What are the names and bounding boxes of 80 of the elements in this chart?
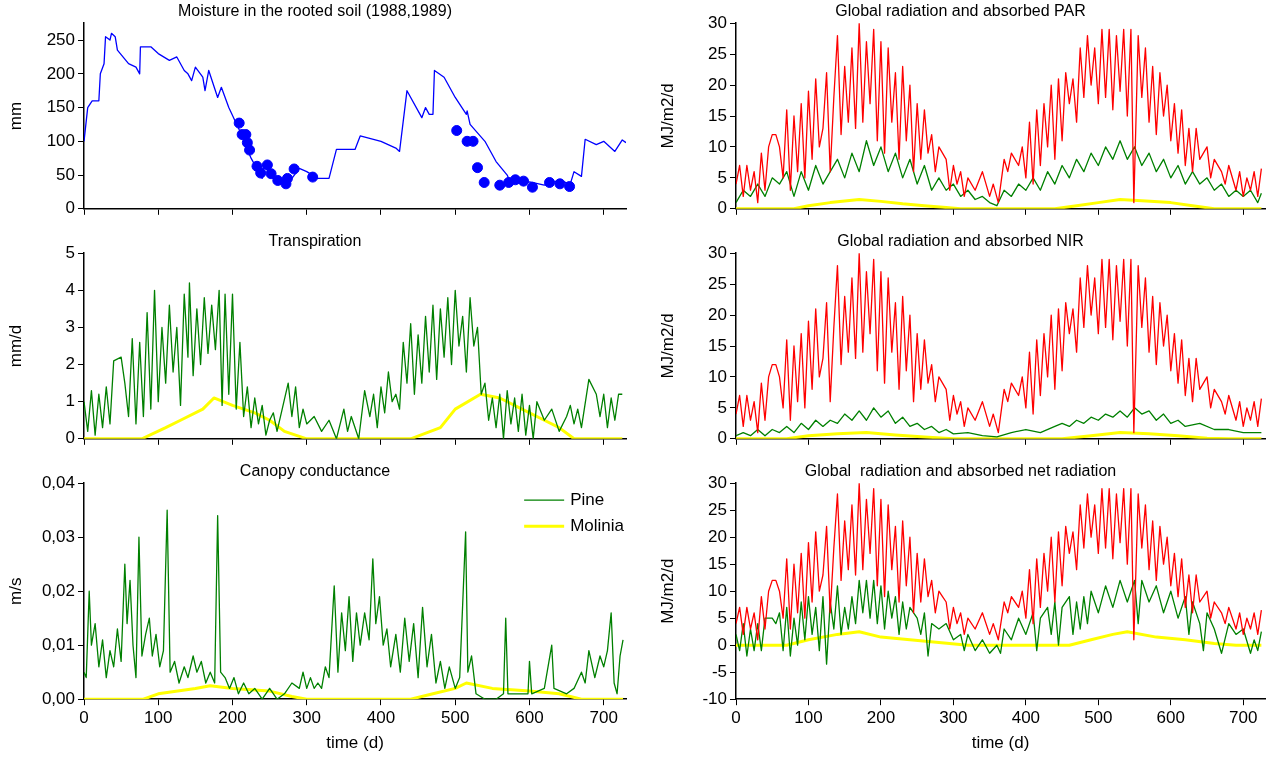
legend-label: Pine — [570, 489, 605, 509]
point — [526, 181, 538, 193]
y-tick-label: 0,03 — [41, 526, 75, 546]
x-tick-label: 700 — [1229, 708, 1258, 728]
y-axis-title: mm — [5, 101, 25, 131]
y-tick-label: 15 — [708, 105, 727, 125]
y-axis-title: MJ/m2/d — [657, 558, 677, 624]
x-tick-label: 700 — [589, 708, 618, 728]
point — [472, 162, 484, 174]
chart-title: Transpiration — [268, 232, 362, 250]
y-tick-label: 20 — [708, 74, 727, 94]
y-tick-label: 0,01 — [41, 634, 75, 654]
x-tick-label: 0 — [731, 708, 741, 728]
x-axis-title: time (d) — [971, 733, 1030, 753]
y-tick-label: 0,02 — [41, 580, 75, 600]
y-tick-label: 3 — [65, 317, 75, 337]
y-tick-label: 50 — [56, 164, 75, 184]
y-axis-title: mm/d — [5, 324, 25, 368]
y-tick-label: 30 — [708, 242, 727, 262]
y-tick-label: -5 — [711, 661, 727, 681]
x-tick-label: 200 — [866, 708, 896, 728]
y-axis-title: MJ/m2/d — [657, 83, 677, 149]
legend-label: Molinia — [570, 515, 625, 535]
y-tick-label: 1 — [65, 391, 75, 411]
x-tick-label: 100 — [144, 708, 173, 728]
y-tick-label: 20 — [708, 526, 727, 546]
y-tick-label: 25 — [708, 499, 727, 519]
y-tick-label: 4 — [65, 280, 75, 300]
y-tick-label: 100 — [46, 131, 75, 150]
y-tick-label: 200 — [46, 63, 75, 83]
y-tick-label: -10 — [702, 688, 727, 708]
point — [451, 125, 463, 137]
y-tick-label: 0 — [65, 198, 75, 218]
x-tick-label: 500 — [441, 708, 470, 728]
y-tick-label: 2 — [65, 354, 75, 374]
y-tick-label: 5 — [717, 167, 727, 187]
y-tick-label: 5 — [717, 607, 727, 627]
x-tick-label: 100 — [794, 708, 823, 728]
x-tick-label: 500 — [1084, 708, 1113, 728]
y-tick-label: 0 — [717, 634, 727, 654]
y-tick-label: 0,04 — [41, 472, 75, 492]
chart-title: Global radiation and absorbed PAR — [835, 2, 1086, 20]
y-axis-title: MJ/m2/d — [657, 313, 677, 379]
x-tick-label: 0 — [79, 708, 89, 728]
y-tick-label: 0,00 — [41, 688, 75, 708]
y-tick-label: 10 — [708, 136, 727, 156]
y-tick-label: 25 — [708, 43, 727, 63]
point — [244, 144, 256, 156]
chart-title: Global radiation and absorbed NIR — [837, 232, 1084, 250]
x-tick-label: 300 — [939, 708, 968, 728]
point — [233, 117, 245, 129]
y-tick-label: 10 — [708, 366, 727, 386]
point — [494, 179, 506, 191]
y-tick-label: 30 — [708, 472, 727, 492]
x-axis-title: time (d) — [326, 733, 384, 753]
point — [478, 176, 490, 188]
chart-title: Canopy conductance — [239, 462, 391, 480]
y-tick-label: 25 — [708, 273, 727, 293]
y-tick-label: 0 — [717, 198, 727, 218]
y-tick-label: 0 — [717, 428, 727, 448]
y-tick-label: 150 — [46, 97, 75, 117]
chart-title: Global radiation and absorbed net radiation — [804, 462, 1117, 480]
y-tick-label: 15 — [708, 553, 727, 573]
y-tick-label: 15 — [708, 335, 727, 355]
y-tick-label: 10 — [708, 580, 727, 600]
y-tick-label: 250 — [46, 29, 75, 49]
chart-title: Moisture in the rooted soil (1988,1989) — [178, 2, 452, 20]
x-tick-label: 400 — [1011, 708, 1041, 728]
y-tick-label: 5 — [717, 397, 727, 417]
x-tick-label: 400 — [366, 708, 396, 728]
x-tick-label: 300 — [292, 708, 321, 728]
x-tick-label: 600 — [1156, 708, 1185, 728]
point — [564, 181, 576, 193]
y-tick-label: 30 — [708, 12, 727, 32]
y-tick-label: 20 — [708, 304, 727, 324]
y-axis-title: m/s — [5, 577, 25, 605]
x-tick-label: 600 — [515, 708, 544, 728]
x-tick-label: 200 — [218, 708, 247, 728]
y-tick-label: 0 — [65, 428, 75, 448]
y-tick-label: 5 — [65, 242, 75, 262]
